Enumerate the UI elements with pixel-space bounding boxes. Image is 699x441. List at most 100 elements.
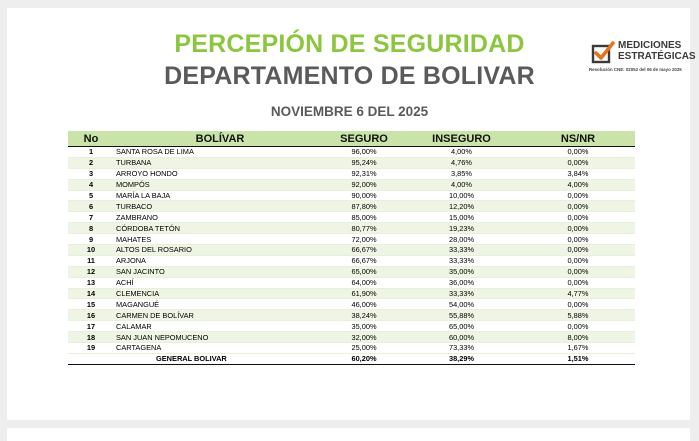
company-logo: MEDICIONES ESTRATÉGICAS Resolución CNE: … xyxy=(589,38,699,78)
cell-municipality: ACHÍ xyxy=(114,277,326,289)
cell-no: 16 xyxy=(68,309,114,322)
cell-nsnr: 8,00% xyxy=(521,331,635,344)
table-row: 15 MAGANGUÉ 46,00% 54,00% 0,00% xyxy=(68,298,635,311)
cell-nsnr: 0,00% xyxy=(521,244,635,256)
cell-no: 9 xyxy=(68,233,114,246)
cell-seguro: 65,00% xyxy=(326,266,402,278)
col-header-inseguro: INSEGURO xyxy=(402,131,521,147)
table-row: 7 ZAMBRANO 85,00% 15,00% 0,00% xyxy=(68,211,635,224)
cell-inseguro: 15,00% xyxy=(402,211,521,224)
table-row: 2 TURBANA 95,24% 4,76% 0,00% xyxy=(68,157,635,169)
cell-no: 19 xyxy=(68,342,114,354)
logo-line-2: ESTRATÉGICAS xyxy=(618,51,696,62)
table-header-row: No BOLÍVAR SEGURO INSEGURO NS/NR xyxy=(68,131,635,147)
cell-inseguro: 10,00% xyxy=(402,190,521,202)
cell-inseguro: 3,85% xyxy=(402,168,521,180)
cell-municipality: CALAMAR xyxy=(114,320,326,333)
cell-seguro: 80,77% xyxy=(326,222,402,235)
table-row: 14 CLEMENCIA 61,90% 33,33% 4,77% xyxy=(68,288,635,300)
cell-municipality: MARÍA LA BAJA xyxy=(114,190,326,202)
cell-nsnr: 0,00% xyxy=(521,211,635,224)
table-row: 4 MOMPÓS 92,00% 4,00% 4,00% xyxy=(68,179,635,191)
table-row: 18 SAN JUAN NEPOMUCENO 32,00% 60,00% 8,00% xyxy=(68,331,635,344)
cell-inseguro: 4,00% xyxy=(402,146,521,158)
cell-no xyxy=(68,352,114,365)
cell-total-seguro: 60,20% xyxy=(326,352,402,365)
cell-municipality: MAGANGUÉ xyxy=(114,298,326,311)
cell-seguro: 87,80% xyxy=(326,200,402,213)
cell-nsnr: 0,00% xyxy=(521,233,635,246)
cell-no: 5 xyxy=(68,190,114,202)
cell-no: 13 xyxy=(68,277,114,289)
cell-seguro: 66,67% xyxy=(326,244,402,256)
cell-total-label: GENERAL BOLIVAR xyxy=(114,352,326,365)
cell-no: 11 xyxy=(68,255,114,267)
cell-no: 2 xyxy=(68,157,114,169)
cell-seguro: 25,00% xyxy=(326,342,402,354)
cell-total-inseguro: 38,29% xyxy=(402,352,521,365)
cell-municipality: TURBACO xyxy=(114,200,326,213)
cell-seguro: 95,24% xyxy=(326,157,402,169)
cell-municipality: ARROYO HONDO xyxy=(114,168,326,180)
table-row: 16 CARMEN DE BOLÍVAR 38,24% 55,88% 5,88% xyxy=(68,309,635,322)
cell-no: 14 xyxy=(68,288,114,300)
cell-nsnr: 0,00% xyxy=(521,266,635,278)
cell-nsnr: 0,00% xyxy=(521,255,635,267)
col-header-seguro: SEGURO xyxy=(326,131,402,147)
table-row: 12 SAN JACINTO 65,00% 35,00% 0,00% xyxy=(68,266,635,278)
cell-no: 18 xyxy=(68,331,114,344)
cell-municipality: ZAMBRANO xyxy=(114,211,326,224)
table-row: 11 ARJONA 66,67% 33,33% 0,00% xyxy=(68,255,635,267)
cell-no: 4 xyxy=(68,179,114,191)
table-row: 1 SANTA ROSA DE LIMA 96,00% 4,00% 0,00% xyxy=(68,146,635,158)
table-row: 13 ACHÍ 64,00% 36,00% 0,00% xyxy=(68,277,635,289)
cell-inseguro: 60,00% xyxy=(402,331,521,344)
cell-inseguro: 55,88% xyxy=(402,309,521,322)
security-perception-table: No BOLÍVAR SEGURO INSEGURO NS/NR 1 SANTA … xyxy=(68,131,635,365)
cell-inseguro: 54,00% xyxy=(402,298,521,311)
cell-seguro: 64,00% xyxy=(326,277,402,289)
logo-wordmark: MEDICIONES ESTRATÉGICAS xyxy=(618,40,696,62)
cell-municipality: CÓRDOBA TETÓN xyxy=(114,222,326,235)
cell-nsnr: 4,77% xyxy=(521,288,635,300)
cell-inseguro: 4,76% xyxy=(402,157,521,169)
checkmark-box-icon xyxy=(591,41,615,64)
cell-nsnr: 5,88% xyxy=(521,309,635,322)
logo-line-1: MEDICIONES xyxy=(618,40,682,51)
cell-inseguro: 33,33% xyxy=(402,255,521,267)
cell-nsnr: 0,00% xyxy=(521,277,635,289)
cell-nsnr: 0,00% xyxy=(521,298,635,311)
cell-municipality: CARMEN DE BOLÍVAR xyxy=(114,309,326,322)
logo-resolution-caption: Resolución CNE: 02052 del 06 de mayo 202… xyxy=(589,67,682,72)
cell-no: 6 xyxy=(68,200,114,213)
cell-municipality: SAN JACINTO xyxy=(114,266,326,278)
col-header-no: No xyxy=(68,131,114,147)
cell-municipality: MOMPÓS xyxy=(114,179,326,191)
cell-no: 8 xyxy=(68,222,114,235)
cell-no: 7 xyxy=(68,211,114,224)
table-row: 6 TURBACO 87,80% 12,20% 0,00% xyxy=(68,200,635,213)
cell-nsnr: 0,00% xyxy=(521,190,635,202)
cell-municipality: TURBANA xyxy=(114,157,326,169)
title-line-2: DEPARTAMENTO DE BOLIVAR xyxy=(164,62,535,90)
cell-inseguro: 4,00% xyxy=(402,179,521,191)
cell-seguro: 90,00% xyxy=(326,190,402,202)
next-page-edge xyxy=(7,428,690,441)
cell-no: 17 xyxy=(68,320,114,333)
cell-inseguro: 28,00% xyxy=(402,233,521,246)
cell-municipality: SAN JUAN NEPOMUCENO xyxy=(114,331,326,344)
cell-no: 1 xyxy=(68,146,114,158)
cell-nsnr: 1,67% xyxy=(521,342,635,354)
table-row: 3 ARROYO HONDO 92,31% 3,85% 3,84% xyxy=(68,168,635,180)
cell-seguro: 32,00% xyxy=(326,331,402,344)
cell-inseguro: 65,00% xyxy=(402,320,521,333)
cell-inseguro: 33,33% xyxy=(402,244,521,256)
cell-nsnr: 3,84% xyxy=(521,168,635,180)
report-date: NOVIEMBRE 6 DEL 2025 xyxy=(270,104,429,119)
table-row: 5 MARÍA LA BAJA 90,00% 10,00% 0,00% xyxy=(68,190,635,202)
cell-municipality: SANTA ROSA DE LIMA xyxy=(114,146,326,158)
cell-seguro: 35,00% xyxy=(326,320,402,333)
cell-municipality: CLEMENCIA xyxy=(114,288,326,300)
cell-no: 10 xyxy=(68,244,114,256)
cell-no: 12 xyxy=(68,266,114,278)
